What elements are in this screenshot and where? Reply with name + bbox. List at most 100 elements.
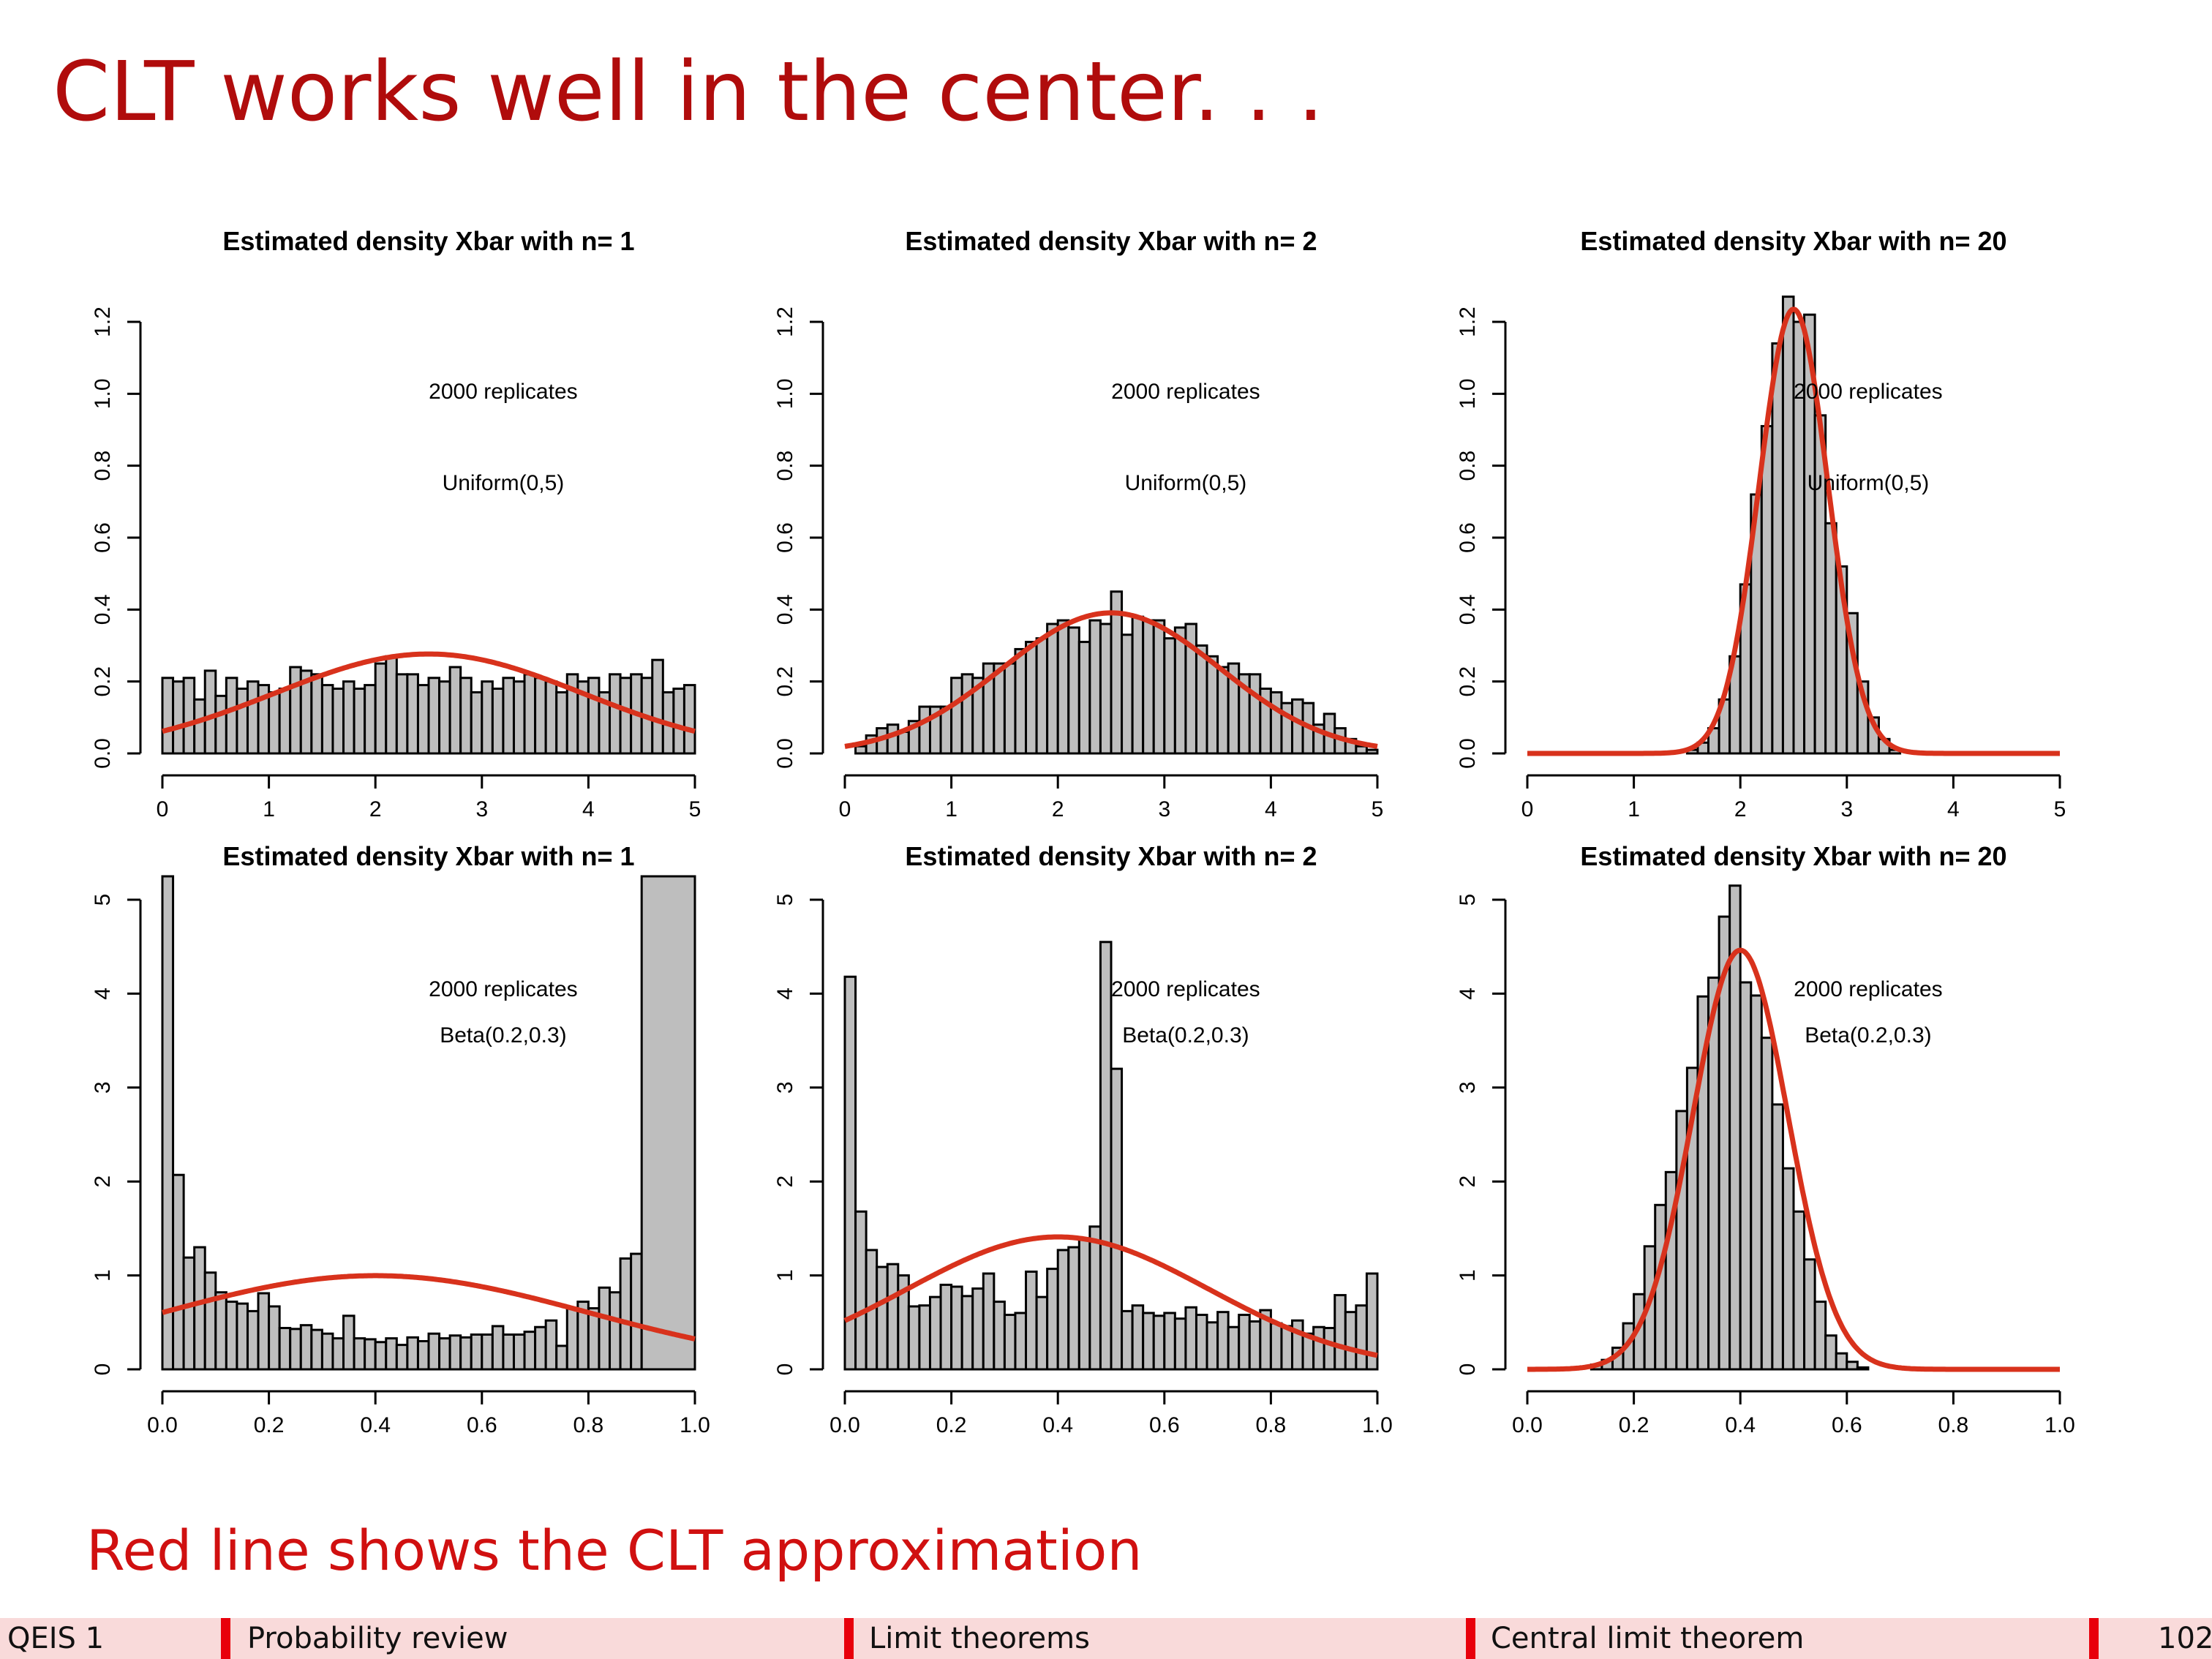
histogram-bar bbox=[1205, 1321, 1219, 1371]
footer-section-2: Limit theorems bbox=[869, 1622, 1090, 1655]
histogram-bar bbox=[448, 666, 462, 755]
clt-normal-curve bbox=[161, 1273, 696, 1342]
y-tick-label: 2 bbox=[91, 1175, 115, 1188]
histogram-bar bbox=[1003, 662, 1017, 755]
replicates-label: 2000 replicates bbox=[429, 977, 577, 1001]
histogram-bar bbox=[1280, 1325, 1294, 1371]
x-tick-label: 0.2 bbox=[936, 1413, 967, 1437]
y-tick-label: 3 bbox=[91, 1081, 115, 1094]
histogram-bar bbox=[1142, 1312, 1155, 1371]
histogram-bar bbox=[427, 677, 441, 755]
x-tick-label: 4 bbox=[1947, 797, 1960, 821]
histogram-bar bbox=[502, 677, 515, 755]
x-tick-label: 2 bbox=[1734, 797, 1747, 821]
histogram-bar bbox=[374, 1341, 388, 1371]
y-tick-label: 1.0 bbox=[1456, 378, 1480, 409]
x-tick-label: 0.6 bbox=[1832, 1413, 1862, 1437]
histogram-bar bbox=[1088, 619, 1102, 755]
histogram-bar bbox=[1173, 1317, 1187, 1371]
histogram-bar bbox=[1323, 1327, 1336, 1371]
y-tick-label: 5 bbox=[1456, 894, 1480, 906]
x-tick-label: 0.2 bbox=[254, 1413, 285, 1437]
x-tick-label: 0.2 bbox=[1619, 1413, 1649, 1437]
y-tick-label: 4 bbox=[91, 988, 115, 1000]
histogram-bar bbox=[1846, 1361, 1859, 1371]
histogram-bar bbox=[854, 1210, 868, 1371]
histogram-bar bbox=[278, 688, 292, 755]
histogram-bar bbox=[609, 1291, 622, 1371]
histogram-bar bbox=[1195, 1314, 1208, 1371]
x-tick-label: 0.0 bbox=[147, 1413, 178, 1437]
distribution-label: Uniform(0,5) bbox=[1807, 471, 1930, 495]
histogram-bar bbox=[289, 1328, 302, 1371]
histogram-bar bbox=[534, 1325, 547, 1371]
histogram-bar bbox=[672, 688, 685, 755]
x-tick-label: 0.4 bbox=[1042, 1413, 1073, 1437]
x-tick-label: 0.0 bbox=[1512, 1413, 1543, 1437]
x-tick-label: 1.0 bbox=[2044, 1413, 2075, 1437]
histogram-bar bbox=[1813, 1301, 1827, 1371]
histogram-bar bbox=[310, 673, 323, 755]
histogram-bar bbox=[236, 1302, 249, 1371]
histogram-bar bbox=[1771, 1103, 1784, 1371]
histogram-bar bbox=[1269, 1322, 1283, 1371]
histogram-bar bbox=[225, 1301, 238, 1371]
footer-marker bbox=[844, 1618, 854, 1659]
histogram-bar bbox=[214, 1291, 227, 1371]
histogram-bar bbox=[1760, 425, 1774, 755]
histogram-bar bbox=[1067, 626, 1080, 755]
histogram-bar bbox=[1355, 745, 1368, 755]
footer-marker bbox=[221, 1618, 230, 1659]
distribution-label: Uniform(0,5) bbox=[1125, 471, 1247, 495]
distribution-label: Beta(0.2,0.3) bbox=[440, 1023, 566, 1047]
histogram-bar bbox=[1781, 296, 1795, 755]
x-tick-label: 0 bbox=[839, 797, 851, 821]
histogram-bar bbox=[1824, 1334, 1837, 1371]
histogram-bar bbox=[364, 1338, 377, 1371]
histogram-bar bbox=[1355, 1304, 1368, 1371]
distribution-label: Beta(0.2,0.3) bbox=[1122, 1023, 1249, 1047]
histogram-bar bbox=[470, 691, 484, 755]
histogram-bar bbox=[1291, 698, 1304, 755]
histogram-bar bbox=[395, 673, 409, 755]
x-tick-label: 1 bbox=[945, 797, 958, 821]
clt-normal-curve bbox=[843, 1234, 1379, 1358]
x-tick-label: 3 bbox=[1158, 797, 1170, 821]
chart-panel-5: Estimated density Xbar with n= 2 2000 rep… bbox=[773, 841, 1393, 1437]
histogram-bar bbox=[544, 680, 558, 755]
histogram-bar bbox=[918, 705, 931, 755]
y-tick-label: 1.2 bbox=[91, 306, 115, 337]
histogram-bar bbox=[1205, 655, 1219, 755]
histogram-bar bbox=[448, 1334, 462, 1371]
histogram-bar bbox=[1238, 1314, 1251, 1371]
replicates-label: 2000 replicates bbox=[1111, 380, 1260, 404]
y-tick-label: 1.0 bbox=[773, 378, 797, 409]
histogram-bar bbox=[598, 1286, 612, 1371]
x-tick-label: 0.6 bbox=[1149, 1413, 1180, 1437]
histogram-bar bbox=[278, 1327, 292, 1371]
footer-page-number: 102 bbox=[2158, 1622, 2212, 1655]
histogram-bar bbox=[406, 1336, 419, 1371]
histogram-bar bbox=[438, 680, 451, 755]
x-tick-label: 0.6 bbox=[467, 1413, 497, 1437]
histogram-bar bbox=[1365, 1272, 1379, 1371]
footer-bar: QEIS 1 Probability review Limit theorems… bbox=[0, 1618, 2212, 1659]
histogram-bar bbox=[1056, 1249, 1070, 1371]
histogram-bar bbox=[1014, 647, 1028, 755]
histogram-bar bbox=[1173, 626, 1187, 755]
y-tick-label: 4 bbox=[1456, 988, 1480, 1000]
chart-title: Estimated density Xbar with n= 1 bbox=[222, 841, 634, 871]
histogram-bar bbox=[491, 1325, 505, 1371]
histogram-bar bbox=[320, 684, 334, 755]
clt-normal-curve bbox=[161, 651, 696, 734]
histogram-bar bbox=[481, 1333, 494, 1371]
histogram-bar bbox=[1856, 1366, 1870, 1371]
chart-panel-1: Estimated density Xbar with n= 1 2000 rep… bbox=[91, 226, 701, 821]
chart-panel-2: Estimated density Xbar with n= 2 2000 rep… bbox=[773, 226, 1383, 821]
x-tick-label: 1 bbox=[1628, 797, 1640, 821]
footer-section-1: Probability review bbox=[247, 1622, 508, 1655]
x-tick-label: 5 bbox=[2054, 797, 2066, 821]
histogram-bar bbox=[172, 680, 185, 755]
histogram-bar bbox=[1035, 1295, 1049, 1371]
slide-title: CLT works well in the center. . . bbox=[53, 45, 1324, 140]
